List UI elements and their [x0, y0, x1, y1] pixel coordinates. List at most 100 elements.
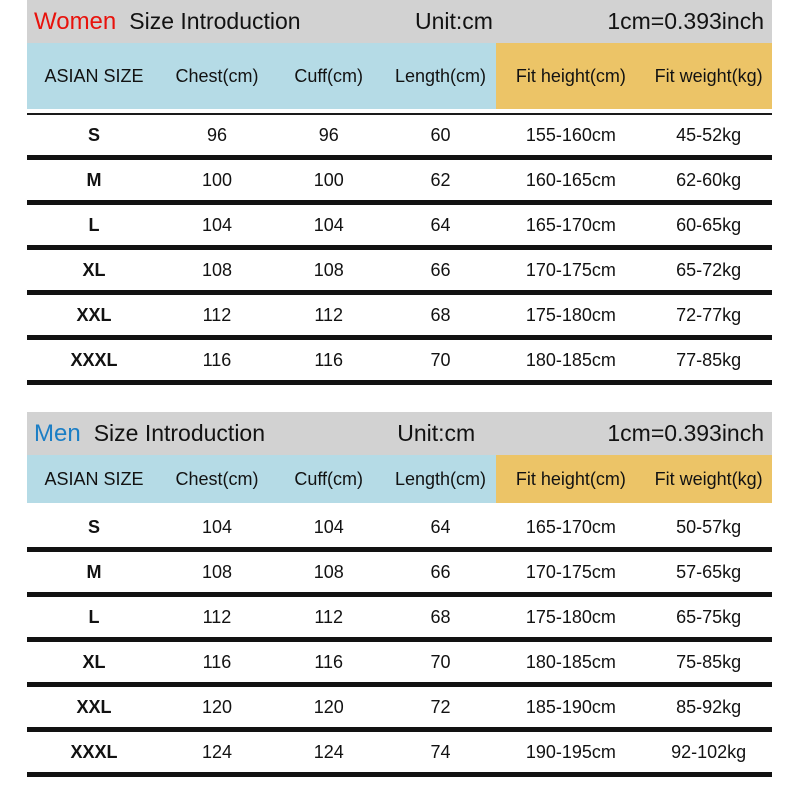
fit-weight-value: 50-57kg — [676, 516, 742, 537]
chest-value: 116 — [202, 651, 232, 672]
cuff-value: 120 — [313, 696, 344, 717]
col-header-length: Length(cm) — [384, 43, 497, 109]
size-chart-sheet: Women Size Introduction Unit:cm 1cm=0.39… — [27, 0, 772, 777]
table-row: XL 116 116 70 180-185cm 75-85kg — [27, 642, 772, 687]
table-row: XXXL 116 116 70 180-185cm 77-85kg — [27, 340, 772, 385]
col-header-fit-height: Fit height(cm) — [496, 455, 646, 503]
length-value: 68 — [430, 606, 451, 627]
chest-value: 116 — [202, 349, 232, 370]
fit-height-value: 180-185cm — [525, 349, 616, 370]
table-row: L 104 104 64 165-170cm 60-65kg — [27, 205, 772, 250]
men-header-row: ASIAN SIZE Chest(cm) Cuff(cm) Length(cm)… — [27, 455, 772, 503]
chest-value: 112 — [202, 304, 232, 325]
fit-height-value: 175-180cm — [525, 304, 616, 325]
size-label: XXL — [76, 304, 112, 325]
length-value: 64 — [430, 214, 451, 235]
fit-weight-value: 60-65kg — [676, 214, 742, 235]
cuff-value: 124 — [313, 741, 344, 762]
table-row: M 100 100 62 160-165cm 62-60kg — [27, 160, 772, 205]
length-value: 62 — [430, 169, 451, 190]
men-title-bar: Men Size Introduction Unit:cm 1cm=0.393i… — [27, 412, 772, 455]
fit-weight-value: 75-85kg — [676, 651, 742, 672]
women-size-table: Women Size Introduction Unit:cm 1cm=0.39… — [27, 0, 772, 385]
chest-value: 124 — [201, 741, 232, 762]
chest-value: 112 — [202, 606, 232, 627]
men-gender-label: Men — [34, 420, 81, 447]
chest-value: 96 — [206, 124, 227, 145]
length-value: 64 — [430, 516, 451, 537]
men-section-title: Size Introduction — [93, 420, 266, 446]
fit-weight-value: 65-75kg — [676, 606, 742, 627]
men-size-table: Men Size Introduction Unit:cm 1cm=0.393i… — [27, 412, 772, 777]
fit-height-value: 170-175cm — [525, 561, 616, 582]
col-header-asian-size: ASIAN SIZE — [27, 455, 162, 503]
cuff-value: 100 — [313, 169, 344, 190]
women-gender-label: Women — [34, 8, 117, 35]
women-header-rule — [27, 113, 772, 115]
size-label: S — [88, 124, 101, 145]
chest-value: 108 — [201, 259, 232, 280]
fit-height-value: 185-190cm — [525, 696, 616, 717]
table-row: S 104 104 64 165-170cm 50-57kg — [27, 507, 772, 552]
size-label: M — [86, 561, 102, 582]
table-row: M 108 108 66 170-175cm 57-65kg — [27, 552, 772, 597]
size-label: XXXL — [70, 349, 118, 370]
col-header-asian-size: ASIAN SIZE — [27, 43, 162, 109]
table-row: S 96 96 60 155-160cm 45-52kg — [27, 115, 772, 160]
length-value: 72 — [430, 696, 451, 717]
men-unit-label: Unit:cm — [397, 420, 476, 446]
table-row: XXL 112 112 68 175-180cm 72-77kg — [27, 295, 772, 340]
women-section-title: Size Introduction — [129, 8, 301, 34]
fit-height-value: 190-195cm — [525, 741, 616, 762]
col-header-cuff: Cuff(cm) — [272, 43, 385, 109]
table-row: XXXL 124 124 74 190-195cm 92-102kg — [27, 732, 772, 777]
length-value: 66 — [430, 561, 451, 582]
table-row: XL 108 108 66 170-175cm 65-72kg — [27, 250, 772, 295]
cuff-value: 104 — [313, 214, 344, 235]
table-row: XXL 120 120 72 185-190cm 85-92kg — [27, 687, 772, 732]
women-unit-label: Unit:cm — [415, 8, 493, 34]
fit-height-value: 160-165cm — [525, 169, 616, 190]
size-label: XL — [82, 651, 106, 672]
cuff-value: 108 — [313, 561, 344, 582]
fit-height-value: 175-180cm — [525, 606, 616, 627]
fit-weight-value: 85-92kg — [676, 696, 742, 717]
size-label: XL — [82, 259, 106, 280]
col-header-fit-weight: Fit weight(kg) — [645, 455, 772, 503]
cuff-value: 112 — [314, 606, 344, 627]
cuff-value: 96 — [318, 124, 339, 145]
fit-weight-value: 72-77kg — [676, 304, 742, 325]
size-label: XXL — [76, 696, 112, 717]
chest-value: 104 — [201, 516, 232, 537]
col-header-chest: Chest(cm) — [161, 43, 273, 109]
fit-weight-value: 92-102kg — [671, 741, 747, 762]
cuff-value: 116 — [314, 349, 344, 370]
cuff-value: 104 — [313, 516, 344, 537]
col-header-length: Length(cm) — [384, 455, 497, 503]
fit-height-value: 170-175cm — [525, 259, 616, 280]
women-header-row: ASIAN SIZE Chest(cm) Cuff(cm) Length(cm)… — [27, 43, 772, 109]
length-value: 60 — [430, 124, 451, 145]
col-header-fit-weight: Fit weight(kg) — [645, 43, 772, 109]
fit-height-value: 165-170cm — [525, 214, 616, 235]
size-label: XXXL — [70, 741, 118, 762]
fit-weight-value: 45-52kg — [676, 124, 742, 145]
chest-value: 108 — [201, 561, 232, 582]
length-value: 68 — [430, 304, 451, 325]
cuff-value: 108 — [313, 259, 344, 280]
fit-weight-value: 77-85kg — [676, 349, 742, 370]
col-header-chest: Chest(cm) — [161, 455, 273, 503]
fit-weight-value: 62-60kg — [676, 169, 742, 190]
chest-value: 104 — [201, 214, 232, 235]
cuff-value: 116 — [314, 651, 344, 672]
table-row: L 112 112 68 175-180cm 65-75kg — [27, 597, 772, 642]
fit-height-value: 180-185cm — [525, 651, 616, 672]
chest-value: 120 — [201, 696, 232, 717]
size-label: M — [86, 169, 102, 190]
length-value: 70 — [430, 349, 451, 370]
length-value: 66 — [430, 259, 451, 280]
fit-height-value: 165-170cm — [525, 516, 616, 537]
size-label: L — [88, 606, 100, 627]
fit-height-value: 155-160cm — [525, 124, 616, 145]
size-label: L — [88, 214, 100, 235]
